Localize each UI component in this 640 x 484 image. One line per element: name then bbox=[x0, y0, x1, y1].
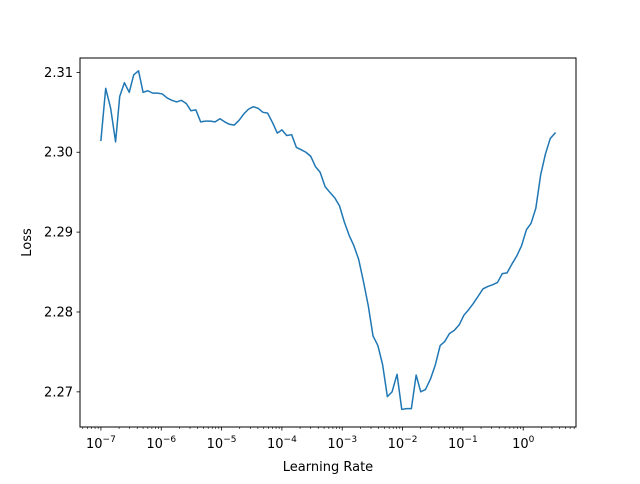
x-tick-exponent: −2 bbox=[404, 435, 417, 445]
x-tick-base: 10 bbox=[512, 437, 529, 452]
loss-line bbox=[100, 70, 557, 411]
x-axis-label: Learning Rate bbox=[283, 460, 373, 475]
x-tick-label: 10−4 bbox=[267, 435, 297, 452]
x-tick-label: 10−6 bbox=[146, 435, 176, 452]
x-tick-exponent: −7 bbox=[103, 435, 116, 445]
y-tick-label: 2.29 bbox=[44, 226, 73, 241]
y-axis-label: Loss bbox=[20, 228, 35, 257]
x-tick-base: 10 bbox=[267, 437, 284, 452]
y-tick-label: 2.30 bbox=[44, 146, 73, 161]
y-axis: 2.27 2.28 2.29 2.30 2.31 bbox=[44, 66, 80, 400]
x-tick-exponent: −3 bbox=[344, 435, 357, 445]
x-tick-base: 10 bbox=[146, 437, 163, 452]
x-tick-exponent: −1 bbox=[465, 435, 478, 445]
y-tick-label: 2.28 bbox=[44, 305, 73, 320]
x-tick-label: 10−5 bbox=[207, 435, 237, 452]
x-tick-label: 10−7 bbox=[86, 435, 116, 452]
x-axis: 10−7 10−6 10−5 10−4 10−3 10−2 10−1 100 bbox=[82, 427, 575, 452]
x-tick-exponent: −6 bbox=[163, 435, 177, 445]
y-tick-label: 2.27 bbox=[44, 385, 73, 400]
x-tick-base: 10 bbox=[327, 437, 344, 452]
x-tick-label: 10−2 bbox=[388, 435, 418, 452]
x-tick-exponent: −4 bbox=[284, 435, 298, 445]
x-tick-label: 10−1 bbox=[448, 435, 478, 452]
y-tick-label: 2.31 bbox=[44, 66, 73, 81]
x-tick-label: 10−3 bbox=[327, 435, 357, 452]
x-tick-exponent: 0 bbox=[529, 435, 535, 445]
plot-frame bbox=[79, 57, 577, 428]
x-tick-exponent: −5 bbox=[223, 435, 236, 445]
x-tick-base: 10 bbox=[86, 437, 103, 452]
x-tick-base: 10 bbox=[388, 437, 405, 452]
x-tick-label: 100 bbox=[512, 435, 535, 452]
x-tick-base: 10 bbox=[207, 437, 224, 452]
series-layer bbox=[100, 70, 557, 411]
x-tick-base: 10 bbox=[448, 437, 465, 452]
